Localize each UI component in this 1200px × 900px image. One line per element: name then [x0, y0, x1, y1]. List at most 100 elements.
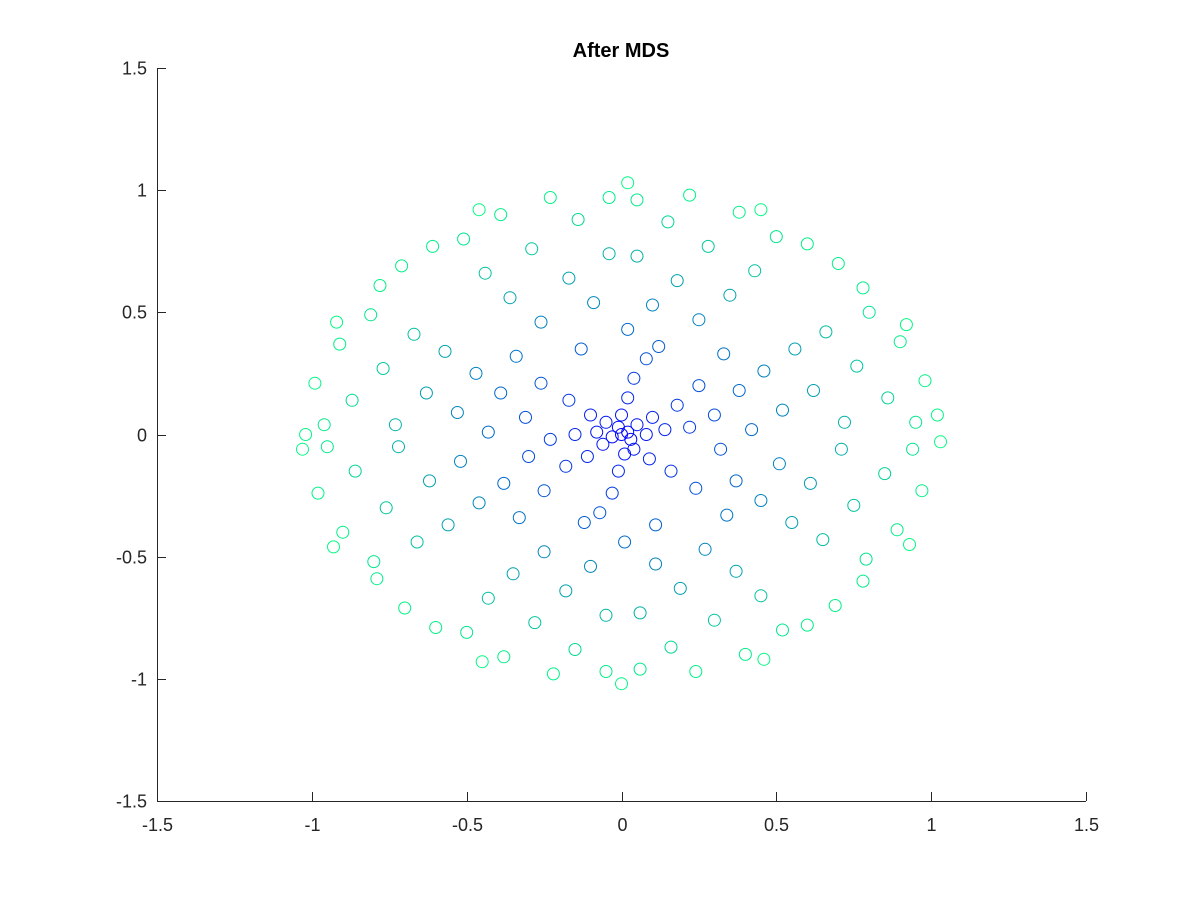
data-point	[605, 430, 619, 444]
data-point	[732, 384, 746, 397]
data-point	[834, 442, 848, 456]
data-point	[568, 428, 582, 441]
data-point	[621, 322, 635, 336]
data-point	[308, 376, 322, 390]
data-point	[574, 342, 588, 356]
data-point	[661, 215, 675, 229]
data-point	[537, 484, 551, 498]
data-point	[714, 442, 728, 456]
data-point	[568, 643, 582, 656]
y-tick-label: 0.5	[122, 303, 147, 323]
data-point	[460, 625, 474, 639]
data-point	[630, 418, 644, 432]
data-point	[395, 259, 409, 273]
data-point	[649, 518, 663, 532]
data-point	[373, 279, 387, 292]
data-point	[639, 352, 653, 366]
y-tick-label: -1.5	[116, 792, 147, 812]
data-point	[642, 452, 656, 466]
data-point	[311, 486, 325, 500]
y-tick-label: 1	[137, 181, 147, 201]
chart-title: After MDS	[573, 40, 670, 62]
data-point	[571, 213, 585, 226]
data-point	[646, 298, 659, 312]
data-points	[296, 176, 947, 691]
data-point	[618, 535, 632, 549]
data-point	[398, 601, 412, 615]
x-tick-label: 1	[926, 815, 936, 835]
data-point	[559, 584, 573, 598]
data-point	[497, 476, 511, 490]
data-point	[475, 655, 489, 669]
data-point	[481, 591, 495, 605]
data-point	[776, 403, 789, 417]
data-point	[469, 366, 483, 380]
data-point	[528, 616, 542, 630]
data-point	[534, 376, 548, 390]
data-point	[652, 340, 666, 353]
data-point	[627, 371, 641, 385]
data-point	[729, 474, 743, 488]
y-tick-label: 1.5	[122, 59, 147, 79]
data-point	[707, 408, 721, 422]
data-point	[615, 677, 628, 691]
data-point	[587, 296, 601, 310]
data-point	[692, 379, 706, 393]
data-point	[624, 432, 638, 446]
data-point	[878, 467, 892, 481]
data-point	[503, 291, 517, 305]
data-point	[450, 406, 464, 419]
data-point	[602, 191, 616, 204]
data-point	[918, 374, 932, 388]
data-point	[522, 450, 536, 463]
data-point	[525, 242, 539, 256]
data-point	[494, 208, 508, 222]
data-point	[509, 349, 523, 363]
data-point	[388, 418, 402, 432]
data-point	[689, 665, 703, 678]
data-point	[621, 391, 635, 405]
data-point	[630, 193, 644, 207]
data-point	[934, 435, 947, 449]
x-tick-label: -0.5	[452, 815, 483, 835]
data-point	[646, 410, 659, 424]
data-point	[859, 552, 873, 566]
data-point	[893, 335, 907, 349]
data-point	[670, 398, 684, 412]
x-tick-label: -1	[304, 815, 320, 835]
data-point	[605, 486, 619, 500]
data-point	[772, 457, 786, 471]
data-point	[611, 420, 625, 434]
data-point	[543, 432, 557, 446]
data-point	[599, 608, 613, 622]
data-point	[481, 425, 495, 439]
data-point	[890, 523, 904, 537]
data-point	[828, 599, 842, 612]
data-point	[599, 665, 613, 678]
axes: -1.5 -1 -0.5 0 0.5 1 1.5 -1.5 -1 -0.5 0 0.5 1 1.5	[116, 59, 1099, 836]
data-point	[800, 237, 814, 251]
data-point	[615, 408, 628, 422]
data-point	[769, 230, 783, 244]
data-point	[364, 308, 378, 322]
data-point	[472, 203, 486, 217]
data-point	[478, 266, 492, 280]
data-point	[611, 464, 625, 478]
data-point	[683, 188, 697, 202]
data-point	[683, 420, 697, 434]
data-point	[732, 205, 746, 219]
x-tick-label: 1.5	[1074, 815, 1099, 835]
data-point	[689, 481, 703, 495]
data-point	[850, 359, 864, 373]
data-point	[692, 313, 706, 327]
data-point	[800, 618, 814, 632]
data-point	[745, 423, 759, 437]
data-point	[664, 640, 678, 654]
data-point	[534, 315, 548, 329]
data-point	[562, 393, 576, 407]
data-point	[729, 564, 743, 578]
data-point	[658, 423, 672, 437]
data-point	[785, 516, 799, 529]
data-point	[506, 567, 520, 581]
